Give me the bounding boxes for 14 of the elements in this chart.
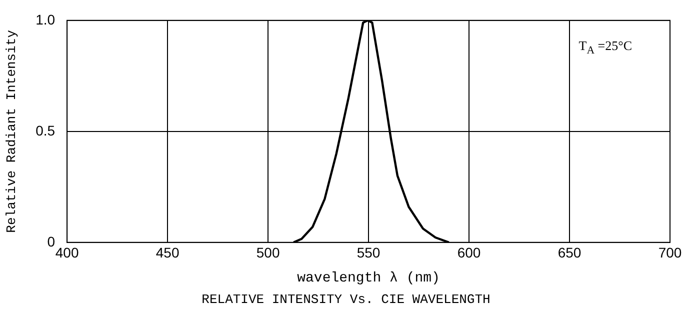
x-tick-label: 650: [558, 244, 582, 261]
annotation: T$_{A}$ =25°C: [578, 38, 632, 57]
y-axis-title: Relative Radiant Intensity: [4, 30, 20, 233]
x-tick-label: 550: [356, 244, 380, 261]
x-tick-label: 600: [457, 244, 481, 261]
y-tick-label: 0.5: [36, 122, 56, 138]
x-tick-label: 450: [156, 244, 180, 261]
x-tick-label: 500: [256, 244, 280, 261]
x-tick-label: 700: [658, 244, 682, 261]
y-tick-label: 1.0: [36, 11, 56, 28]
x-tick-label: 400: [55, 244, 79, 261]
text: RELATIVE INTENSITY Vs. CIE WAVELENGTH: [200, 292, 492, 307]
x-axis-title: wavelength λ (nm): [297, 270, 440, 286]
y-tick-label: 0: [47, 233, 56, 250]
